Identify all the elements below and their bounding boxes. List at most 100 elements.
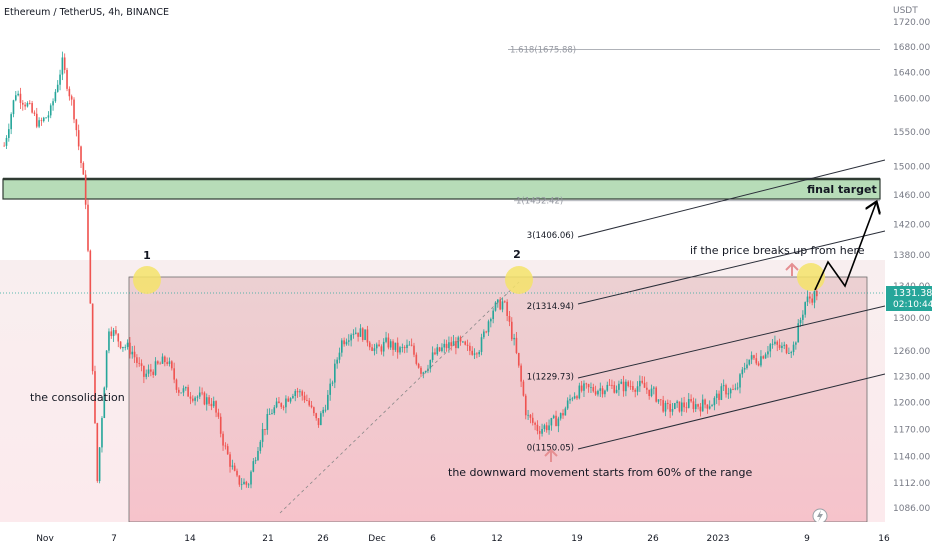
fib-level-label: 1(1229.73) [527,373,574,383]
candle-body [359,328,362,337]
candle-body [685,407,688,409]
candle-body [594,391,597,395]
price-tick-label: 1640.00 [893,68,930,78]
candle-body [47,115,50,118]
candle-body [184,387,187,389]
candle-body [578,385,581,399]
candle-body [406,344,408,349]
candle-body [331,382,334,384]
candle-body [196,396,199,398]
candle-body [559,413,562,419]
candle-body [361,328,364,340]
candle-body [522,381,525,396]
lightning-icon[interactable] [812,508,828,524]
candle-body [431,352,434,360]
candle-body [310,405,313,408]
candle-body [485,331,487,333]
price-tick-label: 1170.00 [893,425,930,435]
candle-body [541,428,543,434]
candle-body [520,365,522,382]
price-tick-label: 1460.00 [893,191,930,201]
candle-body [115,330,117,334]
candle-body [282,406,285,408]
candle-body [473,353,476,355]
marker-circle-2[interactable] [505,266,533,294]
candle-body [462,341,464,343]
candle-body [338,352,341,360]
candle-body [587,384,590,388]
price-tick-label: 1420.00 [893,221,930,231]
candle-body [143,365,145,377]
candle-body [77,130,80,147]
candle-body [590,387,592,388]
price-tick-label: 1720.00 [893,18,930,28]
candle-body [741,369,744,375]
candle-body [806,296,809,303]
candle-body [469,345,471,351]
candle-body [529,414,532,418]
candle-body [448,342,450,349]
candle-body [161,356,164,364]
candle-body [389,341,392,348]
candle-body [713,397,716,406]
candle-body [571,398,574,400]
price-tick-label: 1500.00 [893,163,930,173]
candle-body [576,396,578,399]
up-arrow-icon [544,448,558,462]
dashed-trend-line [279,281,520,514]
candle-body [66,69,68,89]
time-axis[interactable] [0,522,932,550]
candle-body [210,403,213,407]
candle-body [340,340,343,353]
candle-body [315,413,318,419]
candle-body [336,359,338,364]
candle-body [778,344,781,348]
candlestick-series [3,51,818,490]
candle-body [643,382,646,388]
candle-body [394,342,397,350]
candle-body [515,337,518,353]
candle-body [497,299,499,303]
candle-body [19,93,22,103]
candle-body [599,388,602,391]
candle-body [159,363,161,365]
symbol-title: Ethereum / TetherUS, 4h, BINANCE [4,7,169,18]
candle-body [392,341,394,350]
candle-body [753,355,755,359]
candle-body [632,386,634,390]
candle-body [648,389,650,397]
candle-body [292,395,294,399]
candle-body [35,113,38,127]
candle-body [110,331,113,337]
candle-body [56,84,59,92]
candle-body [769,344,772,352]
candle-body [767,351,769,355]
target-zone [2,178,881,200]
candle-body [268,414,271,415]
candle-body [198,392,201,397]
candle-body [75,119,78,131]
projection-path [814,203,876,291]
candle-body [371,347,373,351]
candle-body [615,389,618,393]
marker-circle-1[interactable] [133,266,161,294]
candle-body [620,381,623,384]
candle-body [175,379,178,390]
time-tick-label: 12 [491,534,502,544]
fib-level-label: 1.618(1675.88) [510,45,576,55]
candle-body [811,298,813,303]
candle-body [364,329,366,340]
candle-body [555,415,557,427]
candle-body [797,323,800,343]
candle-body [774,341,776,344]
candle-body [790,352,793,354]
time-axis-ticks: Nov 7 14 21 26 Dec 6 12 19 26 2023 9 16 [36,534,890,544]
price-axis[interactable] [885,0,932,522]
candle-body [429,359,432,369]
candle-body [164,356,166,363]
candle-body [613,385,616,393]
candle-body [704,399,706,405]
candle-body [303,395,306,401]
